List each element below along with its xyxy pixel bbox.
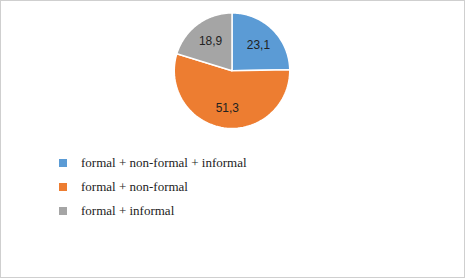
html-text:formal + non-formal + informal: formal + non-formal + informal [81, 155, 247, 170]
svg-text:51,3: 51,3 [216, 101, 240, 115]
html-text:formal + non-formal: formal + non-formal [81, 179, 188, 194]
svg-text:18,9: 18,9 [199, 34, 223, 48]
html-text:formal + informal: formal + informal [81, 203, 175, 218]
svg-text:23,1: 23,1 [247, 38, 271, 52]
